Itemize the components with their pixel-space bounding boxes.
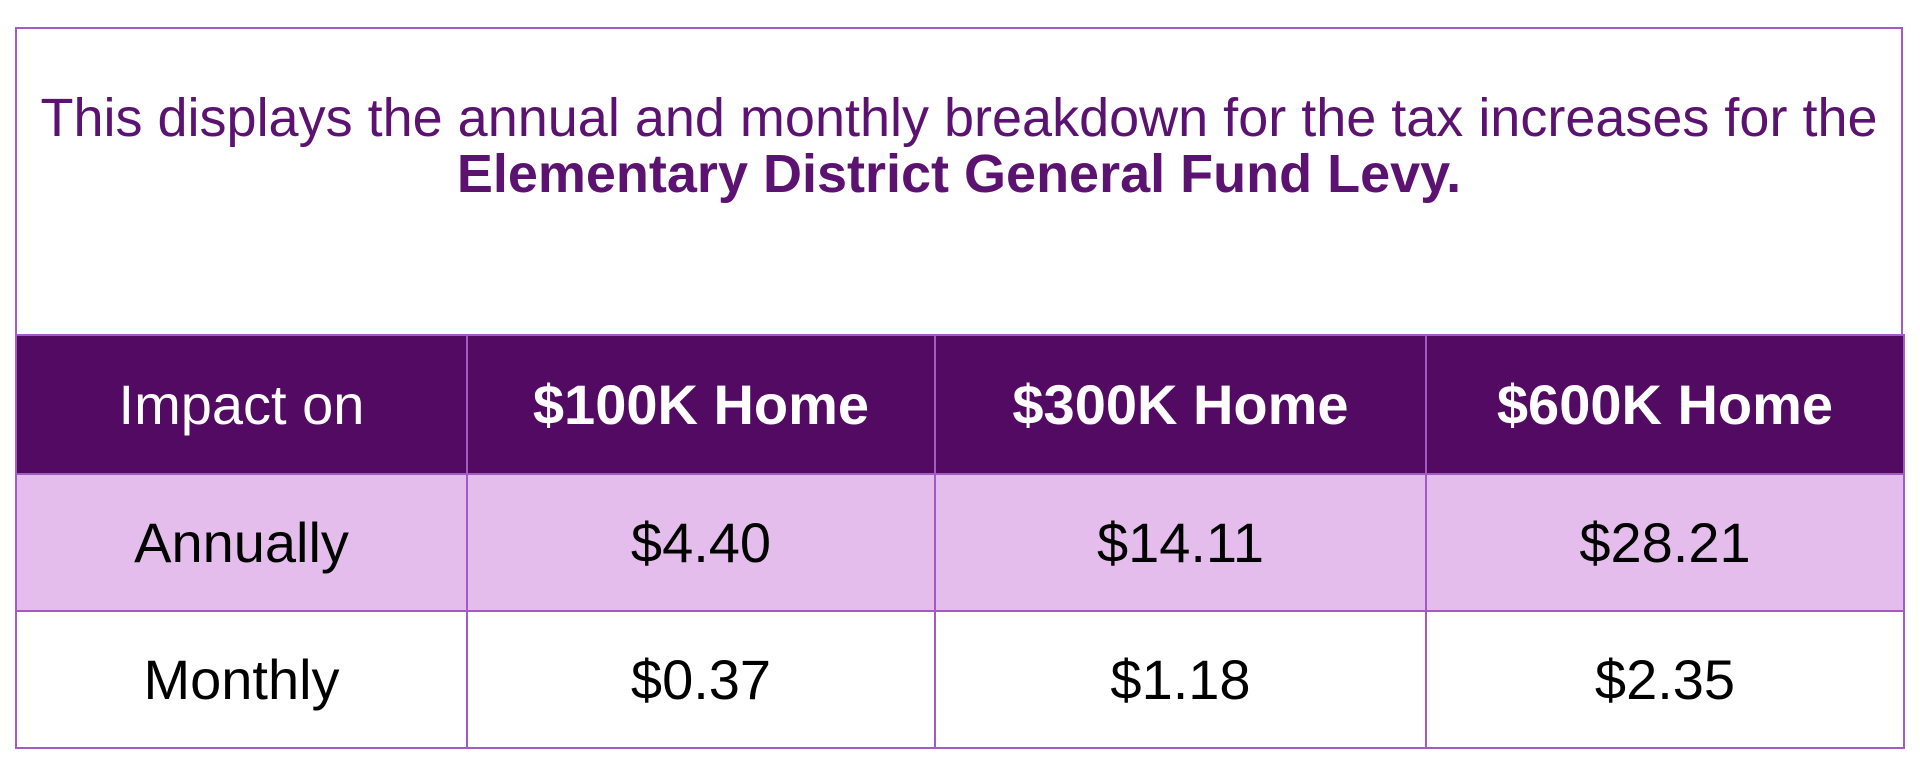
- table-row-annually: Annually $4.40 $14.11 $28.21: [15, 473, 1905, 612]
- header-300k-home: $300K Home: [934, 334, 1427, 475]
- annual-300k-value: $14.11: [934, 473, 1427, 612]
- table-header-row: Impact on $100K Home $300K Home $600K Ho…: [15, 334, 1905, 475]
- annual-600k-value: $28.21: [1425, 473, 1905, 612]
- header-600k-home: $600K Home: [1425, 334, 1905, 475]
- annual-100k-value: $4.40: [466, 473, 936, 612]
- table-row-monthly: Monthly $0.37 $1.18 $2.35: [15, 610, 1905, 749]
- monthly-300k-value: $1.18: [934, 610, 1427, 749]
- impact-table: Impact on $100K Home $300K Home $600K Ho…: [15, 334, 1905, 749]
- header-impact-on: Impact on: [15, 334, 468, 475]
- monthly-600k-value: $2.35: [1425, 610, 1905, 749]
- levy-impact-panel: This displays the annual and monthly bre…: [15, 27, 1905, 749]
- levy-name: Elementary District General Fund Levy.: [456, 144, 1462, 204]
- intro-text-prefix: This displays the annual and monthly bre…: [40, 88, 1878, 148]
- intro-text: This displays the annual and monthly bre…: [17, 29, 1901, 334]
- row-label-monthly: Monthly: [15, 610, 468, 749]
- row-label-annually: Annually: [15, 473, 468, 612]
- monthly-100k-value: $0.37: [466, 610, 936, 749]
- header-100k-home: $100K Home: [466, 334, 936, 475]
